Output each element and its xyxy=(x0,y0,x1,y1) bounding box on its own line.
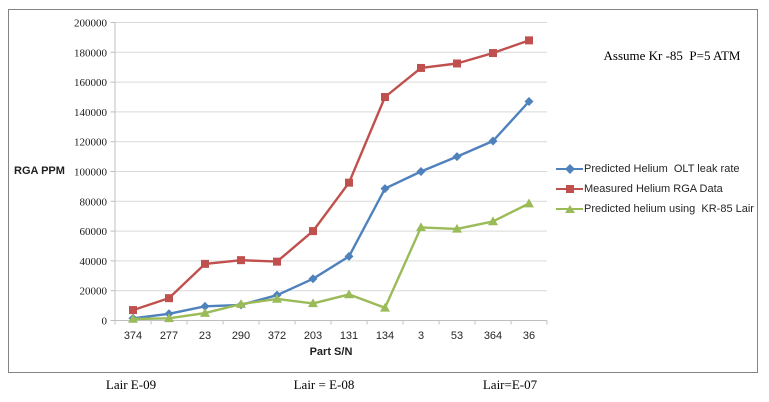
x-category-label: 364 xyxy=(484,330,502,342)
footer-label-lair-e08: Lair = E-08 xyxy=(293,377,355,392)
legend-item-measured-rga[interactable]: Measured Helium RGA Data xyxy=(556,179,754,199)
data-point[interactable] xyxy=(381,93,389,101)
y-tick-label: 200000 xyxy=(74,18,108,30)
legend-line-sample xyxy=(556,185,583,193)
chart-annotation: Assume Kr -85 P=5 ATM xyxy=(603,48,741,63)
x-category-label: 23 xyxy=(199,330,211,342)
y-tick-label: 80000 xyxy=(80,196,108,208)
data-point[interactable] xyxy=(164,313,174,323)
data-point[interactable] xyxy=(416,222,426,232)
y-tick-label: 100000 xyxy=(74,167,108,179)
y-tick-label: 0 xyxy=(102,316,108,328)
diamond-marker-icon xyxy=(564,164,575,174)
data-point[interactable] xyxy=(488,216,498,226)
y-tick-label: 40000 xyxy=(80,256,108,268)
data-point[interactable] xyxy=(236,299,246,308)
data-point[interactable] xyxy=(200,301,210,311)
triangle-marker-icon xyxy=(564,205,575,213)
legend-line-sample xyxy=(556,164,583,174)
data-point[interactable] xyxy=(128,314,138,323)
data-point[interactable] xyxy=(308,298,318,308)
x-category-label: 277 xyxy=(160,330,178,342)
data-point[interactable] xyxy=(344,251,354,261)
legend-label: Predicted helium using KR-85 Lair xyxy=(584,203,754,215)
data-point[interactable] xyxy=(344,289,354,299)
legend-label: Measured Helium RGA Data xyxy=(584,183,723,195)
data-point[interactable] xyxy=(452,152,462,162)
y-tick-label: 140000 xyxy=(74,107,108,119)
legend-line-sample xyxy=(556,205,583,213)
data-point[interactable] xyxy=(308,274,318,284)
x-category-label: 372 xyxy=(268,330,286,342)
x-category-label: 203 xyxy=(304,330,322,342)
legend-item-predicted-olt[interactable]: Predicted Helium OLT leak rate xyxy=(556,159,754,179)
data-point[interactable] xyxy=(452,223,462,233)
data-point[interactable] xyxy=(380,302,390,312)
footer-label-lair-e09: Lair E-09 xyxy=(105,377,157,392)
y-tick-label: 120000 xyxy=(74,137,108,149)
legend-item-predicted-kr85[interactable]: Predicted helium using KR-85 Lair xyxy=(556,199,754,219)
data-point[interactable] xyxy=(201,259,209,268)
x-category-label: 3 xyxy=(418,330,424,342)
data-point[interactable] xyxy=(525,36,533,45)
data-point[interactable] xyxy=(488,136,498,146)
x-category-label: 131 xyxy=(340,330,358,342)
data-point[interactable] xyxy=(524,96,534,106)
y-tick-label: 180000 xyxy=(74,47,108,59)
data-point[interactable] xyxy=(417,63,425,72)
x-category-label: 134 xyxy=(376,330,394,342)
data-point[interactable] xyxy=(345,178,353,187)
data-point[interactable] xyxy=(524,198,534,208)
y-tick-label: 20000 xyxy=(80,286,108,298)
data-point[interactable] xyxy=(453,59,461,68)
x-category-label: 290 xyxy=(232,330,250,342)
data-point[interactable] xyxy=(309,227,317,236)
legend-label: Predicted Helium OLT leak rate xyxy=(584,163,740,175)
y-axis-title: RGA PPM xyxy=(14,165,65,177)
chart-legend: Predicted Helium OLT leak rate Measured … xyxy=(556,159,754,219)
x-category-label: 36 xyxy=(523,330,535,342)
series-line-0[interactable] xyxy=(131,100,531,320)
data-point[interactable] xyxy=(237,256,245,265)
data-point[interactable] xyxy=(129,306,137,315)
data-point[interactable] xyxy=(273,257,281,266)
x-category-label: 53 xyxy=(451,330,463,342)
data-point[interactable] xyxy=(165,294,173,303)
data-point[interactable] xyxy=(489,49,497,58)
data-point[interactable] xyxy=(380,184,390,194)
data-point[interactable] xyxy=(272,293,282,303)
y-tick-label: 160000 xyxy=(74,77,108,89)
series-line-1[interactable] xyxy=(131,39,531,312)
square-marker-icon xyxy=(565,185,574,193)
y-tick-label: 60000 xyxy=(80,226,108,238)
data-point[interactable] xyxy=(200,308,210,317)
x-category-label: 374 xyxy=(124,330,142,342)
data-point[interactable] xyxy=(416,167,426,176)
series-line-2[interactable] xyxy=(131,202,531,321)
x-axis-title: Part S/N xyxy=(309,346,353,358)
footer-label-lair-e07: Lair=E-07 xyxy=(482,377,538,392)
